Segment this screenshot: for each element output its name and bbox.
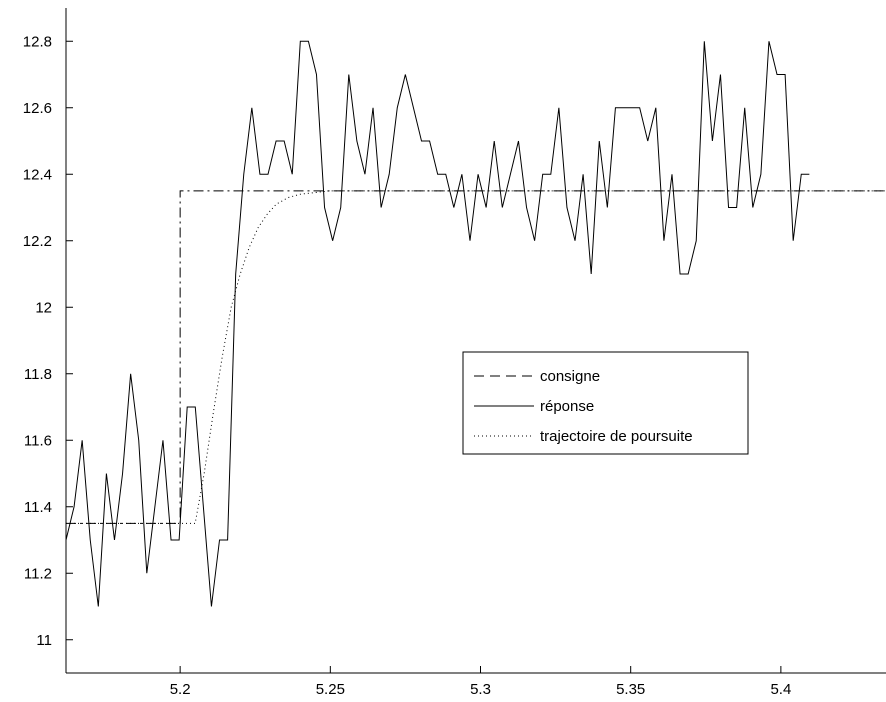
series-line-0	[66, 190, 886, 524]
y-tick-label: 11.6	[24, 432, 52, 449]
y-tick-label: 12.8	[23, 33, 52, 50]
y-tick-label: 11.4	[24, 499, 52, 516]
legend-label-reponse: réponse	[540, 398, 594, 415]
legend-label-consigne: consigne	[540, 368, 600, 385]
x-tick-label: 5.2	[170, 681, 191, 698]
y-tick-label: 12.2	[23, 233, 52, 250]
y-tick-label: 12	[35, 299, 52, 316]
series-line-2	[66, 190, 886, 524]
x-tick-label: 5.25	[316, 681, 345, 698]
series-line-1	[65, 40, 810, 607]
legend-box	[462, 351, 749, 455]
y-tick-label: 11.8	[24, 366, 52, 383]
legend-label-trajectoire: trajectoire de poursuite	[540, 428, 693, 445]
legend: consigne réponse trajectoire de poursuit…	[462, 351, 749, 455]
x-tick-label: 5.35	[616, 681, 645, 698]
plot-area	[65, 40, 886, 607]
y-tick-label: 11.2	[24, 565, 52, 582]
x-tick-label: 5.3	[470, 681, 491, 698]
axes	[65, 8, 886, 674]
y-tick-label: 12.6	[23, 100, 52, 117]
x-tick-label: 5.4	[770, 681, 791, 698]
y-tick-label: 12.4	[23, 166, 52, 183]
ticks: 5.2 5.25 5.3 5.35 5.4 11 11.2 11.4 11.6 11.8 12 12.…	[23, 33, 792, 698]
y-tick-label: 11	[36, 632, 52, 649]
